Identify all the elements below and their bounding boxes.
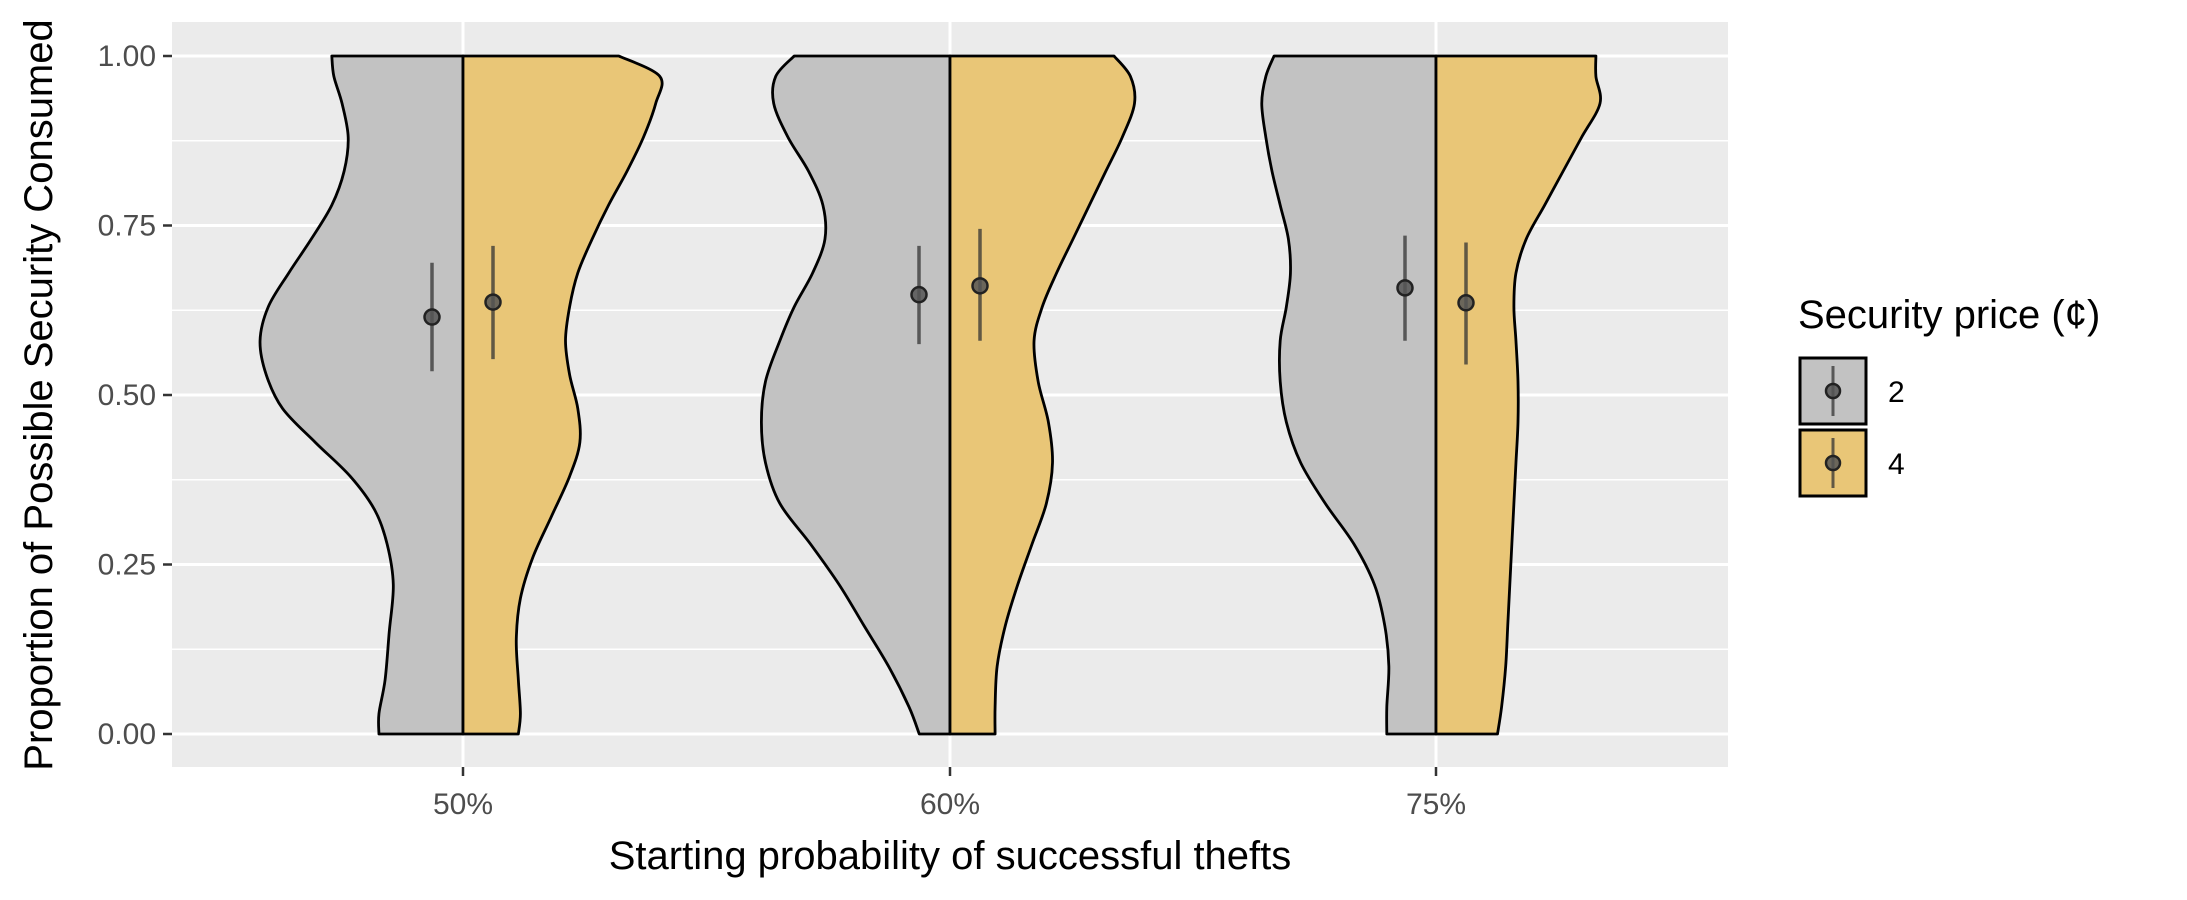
y-tick-label: 0.25 [98,549,156,582]
mean-point-2-0 [423,308,441,326]
y-tick-label: 1.00 [98,40,156,73]
legend-label-4: 4 [1888,448,1905,481]
x-tick-label: 50% [433,788,493,821]
violin-half-right-2 [1434,54,1602,736]
mean-point-2-1 [910,285,928,304]
violin-half-left-1 [760,54,952,736]
legend-key-point-2 [1824,382,1842,400]
y-tick-label: 0.50 [98,379,156,412]
legend-key-point-4 [1824,454,1842,472]
violin-half-right-0 [461,54,664,736]
y-axis: 0.00 0.25 0.50 0.75 1.00 [98,40,172,751]
x-axis: 50% 60% 75% [433,767,1466,821]
mean-ci-markers [423,228,1475,372]
violin-half-left-2 [1260,54,1438,736]
x-axis-title: Starting probability of successful theft… [609,834,1292,878]
y-tick-label: 0.75 [98,210,156,243]
y-axis-title: Proportion of Possible Security Consumed [17,19,61,770]
legend-title: Security price (¢) [1798,293,2100,337]
legend-keys: 24 [1798,356,1905,498]
x-tick-label: 60% [920,788,980,821]
legend-label-2: 2 [1888,376,1905,409]
y-tick-label: 0.00 [98,718,156,751]
mean-point-2-2 [1396,279,1414,297]
legend: Security price (¢) 24 [1798,293,2100,498]
mean-point-4-1 [971,277,989,295]
mean-point-4-0 [484,293,502,311]
violin-half-right-1 [948,54,1137,736]
mean-point-4-2 [1457,294,1475,312]
violin-half-left-0 [258,54,465,736]
violins [258,54,1602,736]
x-tick-label: 75% [1406,788,1466,821]
